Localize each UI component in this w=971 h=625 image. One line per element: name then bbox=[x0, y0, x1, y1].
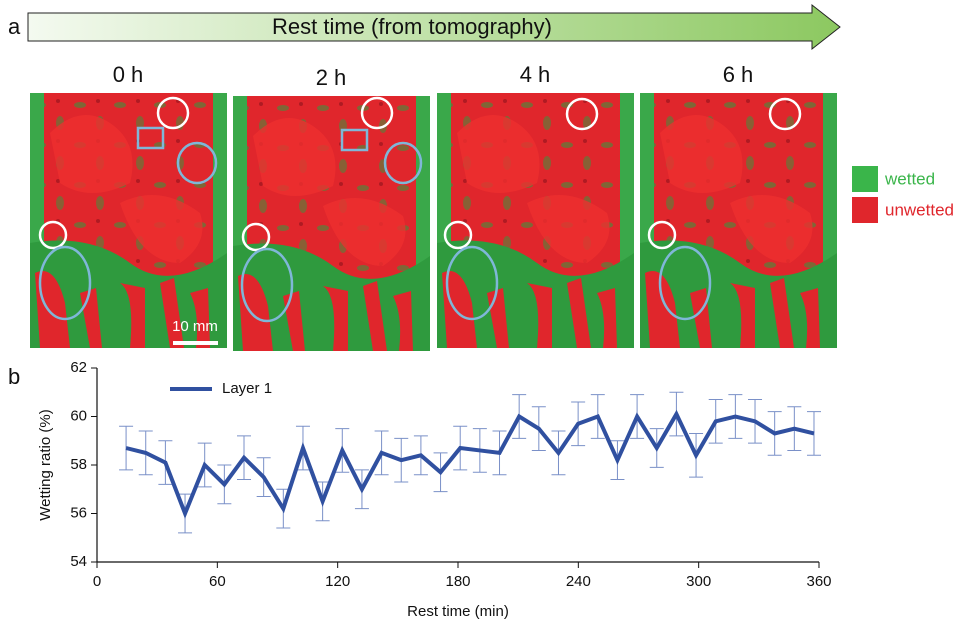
x-tick-label: 300 bbox=[686, 573, 711, 590]
time-label: 6 h bbox=[723, 62, 754, 87]
x-tick-label: 360 bbox=[806, 573, 831, 590]
panel-label: a bbox=[8, 14, 21, 39]
y-tick-label: 54 bbox=[70, 553, 87, 570]
legend-swatch bbox=[852, 197, 878, 223]
legend-text: wetted bbox=[884, 169, 935, 188]
time-label: 4 h bbox=[520, 62, 551, 87]
x-tick-label: 0 bbox=[93, 573, 101, 590]
legend-swatch bbox=[852, 166, 878, 192]
y-axis-title: Wetting ratio (%) bbox=[37, 409, 54, 520]
scale-text: 10 mm bbox=[172, 318, 218, 335]
data-line bbox=[125, 409, 815, 519]
x-tick-label: 120 bbox=[325, 573, 350, 590]
time-label: 2 h bbox=[316, 65, 347, 90]
x-tick-label: 240 bbox=[566, 573, 591, 590]
time-arrow bbox=[27, 3, 841, 51]
x-tick-label: 60 bbox=[209, 573, 226, 590]
time-label: 0 h bbox=[113, 62, 144, 87]
legend-text: unwetted bbox=[885, 200, 954, 219]
y-tick-label: 56 bbox=[70, 504, 87, 521]
legend-text: Layer 1 bbox=[222, 380, 272, 397]
x-axis-title: Rest time (min) bbox=[407, 603, 509, 620]
arrow-text: Rest time (from tomography) bbox=[272, 14, 552, 39]
y-tick-label: 58 bbox=[70, 456, 87, 473]
tomography-images bbox=[30, 93, 837, 351]
panel-label: b bbox=[8, 364, 20, 389]
y-tick-label: 60 bbox=[70, 407, 87, 424]
x-tick-label: 180 bbox=[445, 573, 470, 590]
annotations bbox=[38, 96, 802, 323]
y-tick-label: 62 bbox=[70, 359, 87, 376]
